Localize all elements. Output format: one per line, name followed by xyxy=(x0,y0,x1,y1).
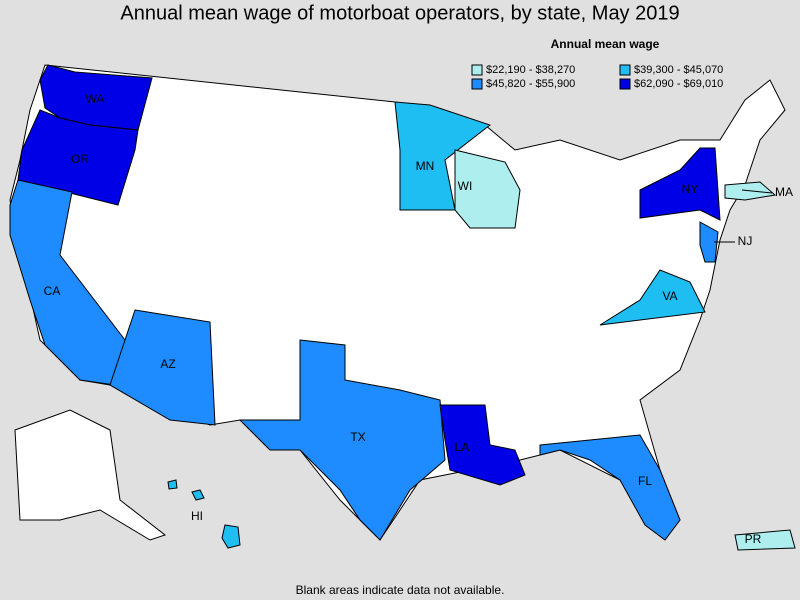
state-label: HI xyxy=(191,509,203,523)
state xyxy=(539,434,681,541)
state-label: WI xyxy=(458,179,473,193)
state xyxy=(454,149,521,229)
legend-swatch xyxy=(471,64,483,76)
state-label: PR xyxy=(745,532,762,546)
alaska xyxy=(14,409,167,541)
state xyxy=(599,269,706,326)
state xyxy=(734,529,796,551)
state-label: VA xyxy=(662,289,677,303)
state xyxy=(699,221,719,263)
state-label: OR xyxy=(71,152,89,166)
footnote: Blank areas indicate data not available. xyxy=(296,583,505,597)
state xyxy=(394,101,492,211)
title: Annual mean wage of motorboat operators,… xyxy=(120,2,679,24)
legend-label: $45,820 - $55,900 xyxy=(486,78,575,90)
legend-label: $62,090 - $69,010 xyxy=(634,78,723,90)
legend-swatch xyxy=(619,78,631,90)
leader-line xyxy=(741,189,773,194)
state-label: MN xyxy=(416,159,435,173)
state xyxy=(439,404,526,486)
legend-label: $39,300 - $45,070 xyxy=(634,64,723,76)
state xyxy=(639,147,721,221)
state xyxy=(9,179,126,386)
legend-swatch xyxy=(619,64,631,76)
state xyxy=(238,339,446,541)
state xyxy=(17,109,139,206)
legend-label: $22,190 - $38,270 xyxy=(486,64,575,76)
state-label: MA xyxy=(775,185,793,199)
state-label: NY xyxy=(682,182,699,196)
state-label: WA xyxy=(86,92,105,106)
state xyxy=(109,309,216,426)
legend: $22,190 - $38,270 $39,300 - $45,070 $45,82… xyxy=(471,64,723,90)
state-label: TX xyxy=(350,430,365,444)
legend-swatch xyxy=(471,78,483,90)
state-label: AZ xyxy=(160,357,175,371)
state-label: CA xyxy=(44,284,61,298)
legend-title: Annual mean wage xyxy=(551,37,660,51)
state xyxy=(167,479,241,549)
state-label: NJ xyxy=(738,234,753,248)
state-label: LA xyxy=(455,440,470,454)
state-label: FL xyxy=(638,474,652,488)
